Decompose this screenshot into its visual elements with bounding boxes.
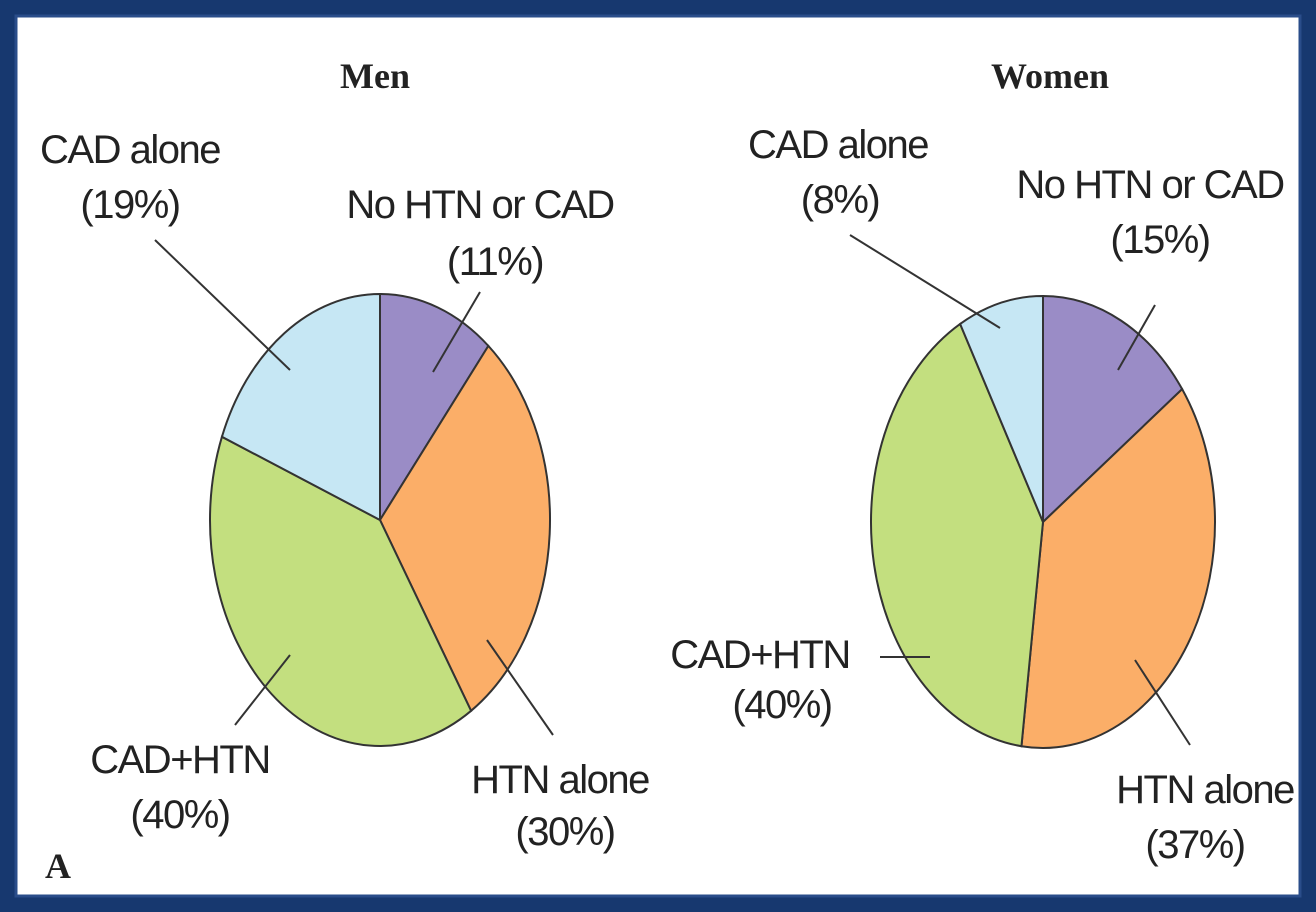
slice-label: CAD+HTN (90, 738, 270, 782)
leader-line (432, 291, 481, 373)
pie-slice (870, 322, 1045, 748)
pie-slice (1020, 387, 1216, 749)
slice-label: HTN alone (471, 758, 649, 802)
slice-value-label: (30%) (515, 810, 614, 854)
pie-slice (379, 292, 490, 524)
pie-slice (958, 294, 1044, 523)
slice-label: No HTN or CAD (346, 183, 613, 227)
leader-line (1134, 659, 1191, 746)
chart-title: Women (991, 56, 1109, 96)
slice-label: CAD alone (40, 128, 220, 172)
slice-value-label: (40%) (130, 793, 229, 837)
leader-line (154, 239, 291, 371)
slice-label: CAD alone (748, 123, 928, 167)
slice-value-label: (11%) (447, 240, 543, 284)
slice-label: No HTN or CAD (1016, 163, 1283, 207)
panel-label: A (45, 846, 71, 886)
leader-line (849, 234, 1001, 329)
leader-line (1117, 304, 1156, 371)
leader-line (234, 654, 291, 726)
slice-value-label: (15%) (1110, 218, 1209, 262)
slice-value-label: (40%) (732, 683, 831, 727)
slice-value-label: (19%) (80, 183, 179, 227)
slice-value-label: (37%) (1145, 823, 1244, 867)
leader-line (486, 639, 554, 736)
slice-label: HTN alone (1116, 768, 1294, 812)
pie-slice (1042, 294, 1184, 525)
pie-slice (209, 435, 473, 747)
slice-value-label: (8%) (801, 178, 879, 222)
pie-slice (378, 344, 551, 713)
chart-title: Men (340, 56, 410, 96)
slice-label: CAD+HTN (670, 633, 850, 677)
pie-slice (220, 292, 381, 522)
